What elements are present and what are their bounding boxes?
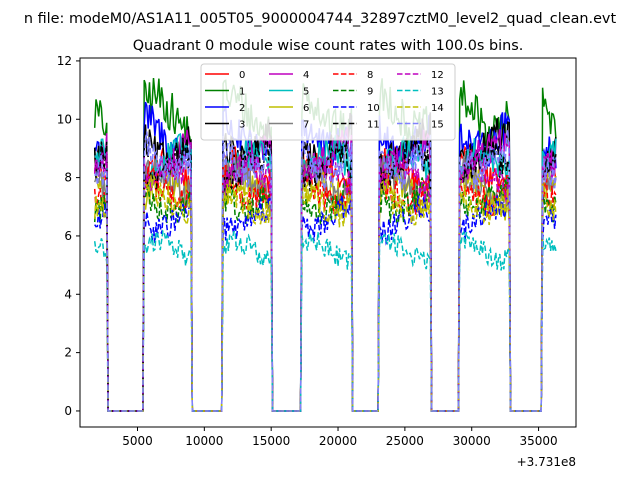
legend-label-9: 9 bbox=[367, 87, 373, 98]
chart-title: Quadrant 0 module wise count rates with … bbox=[133, 38, 524, 54]
series-line-8 bbox=[93, 162, 557, 412]
y-tick-label: 2 bbox=[64, 346, 72, 360]
legend-label-3: 3 bbox=[239, 120, 245, 131]
series-line-15 bbox=[94, 129, 557, 412]
y-tick-label: 0 bbox=[64, 404, 72, 418]
x-tick-label: 10000 bbox=[185, 434, 223, 448]
series-line-13 bbox=[93, 229, 557, 412]
y-axis: 0 2 4 6 8 10 12 bbox=[57, 54, 80, 418]
plot-area bbox=[79, 57, 577, 428]
x-tick-label: 15000 bbox=[252, 434, 290, 448]
x-axis: 5000 10000 15000 20000 25000 30000 35000 bbox=[122, 427, 558, 448]
legend-label-14: 14 bbox=[431, 103, 444, 114]
axes-frame bbox=[79, 57, 577, 428]
x-tick-label: 30000 bbox=[453, 434, 491, 448]
series-layer bbox=[93, 78, 557, 412]
legend-label-0: 0 bbox=[239, 70, 245, 81]
legend-label-5: 5 bbox=[303, 87, 309, 98]
x-offset-label: +3.731e8 bbox=[517, 455, 576, 469]
legend-label-13: 13 bbox=[431, 87, 444, 98]
y-tick-label: 12 bbox=[57, 54, 72, 68]
x-tick-label: 25000 bbox=[386, 434, 424, 448]
y-tick-label: 8 bbox=[64, 171, 72, 185]
legend-label-15: 15 bbox=[431, 120, 444, 131]
legend-label-6: 6 bbox=[303, 103, 309, 114]
y-tick-label: 10 bbox=[57, 112, 72, 126]
legend-label-10: 10 bbox=[367, 103, 380, 114]
x-tick-label: 20000 bbox=[319, 434, 357, 448]
series-line-9 bbox=[93, 174, 557, 412]
y-tick-label: 6 bbox=[64, 229, 72, 243]
figure-suptitle: n file: modeM0/AS1A11_005T05_9000004744_… bbox=[24, 11, 617, 27]
legend-label-4: 4 bbox=[303, 70, 309, 81]
x-tick-label: 5000 bbox=[122, 434, 153, 448]
legend-label-2: 2 bbox=[239, 103, 245, 114]
legend-label-7: 7 bbox=[303, 120, 309, 131]
legend-label-8: 8 bbox=[367, 70, 373, 81]
series-line-14 bbox=[93, 173, 557, 412]
legend-label-11: 11 bbox=[367, 120, 380, 131]
series-line-10 bbox=[94, 194, 557, 412]
y-tick-label: 4 bbox=[64, 287, 72, 301]
legend-label-12: 12 bbox=[431, 70, 444, 81]
x-tick-label: 35000 bbox=[519, 434, 557, 448]
legend-frame bbox=[200, 63, 456, 141]
legend-label-1: 1 bbox=[239, 87, 245, 98]
